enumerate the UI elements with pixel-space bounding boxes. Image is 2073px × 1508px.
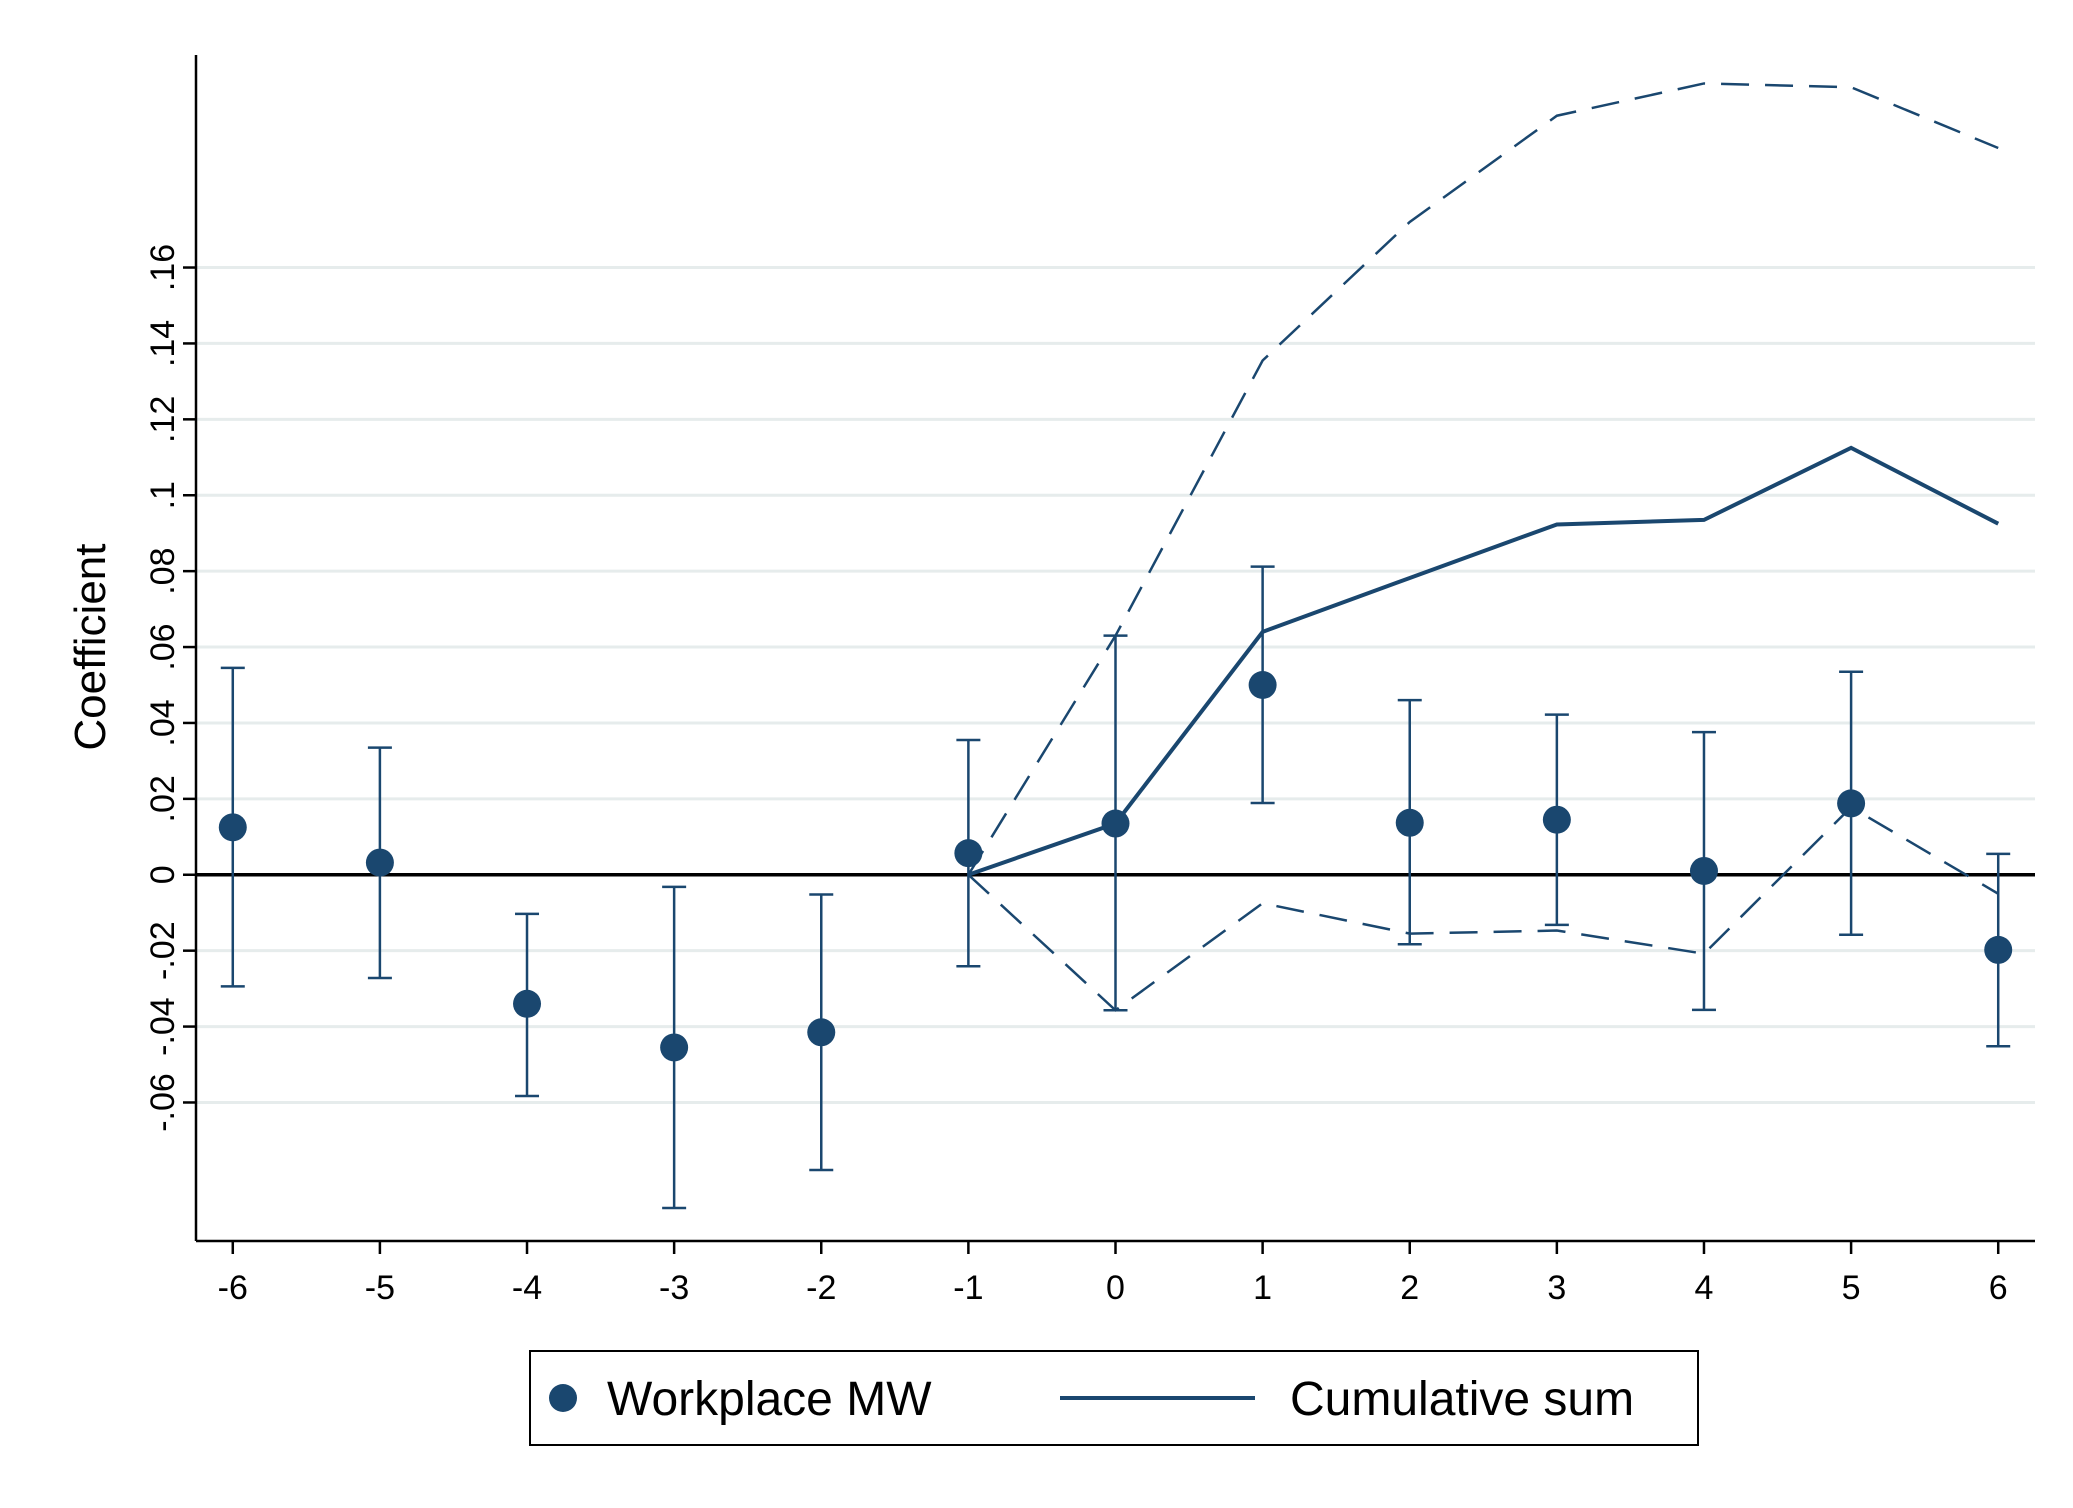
- coefficient-point--3: [660, 1033, 689, 1062]
- x-tick-label-3: -3: [659, 1269, 689, 1307]
- legend: Workplace MW Cumulative sum: [529, 1350, 1699, 1446]
- coefficient-point--4: [513, 989, 542, 1018]
- coefficient-point-0: [1101, 809, 1130, 838]
- x-tick-label-7: 1: [1253, 1269, 1272, 1307]
- coefficient-point-2: [1395, 808, 1424, 837]
- y-tick-label-0: -.06: [144, 1073, 182, 1132]
- cumulative-ci-lower-line: [967, 805, 1999, 1012]
- x-tick-label-0: -6: [218, 1269, 248, 1307]
- cumulative-confidence-bands: [967, 82, 1999, 1012]
- y-tick-label-6: .06: [144, 623, 182, 670]
- legend-marker-workplace-mw: [549, 1384, 577, 1412]
- y-tick-label-4: .02: [144, 775, 182, 822]
- x-tick-label-4: -2: [806, 1269, 836, 1307]
- coefficient-point--5: [365, 848, 394, 877]
- legend-label-cumulative-sum: Cumulative sum: [1290, 1373, 1634, 1426]
- y-tick-label-5: .04: [144, 699, 182, 746]
- coefficient-point-5: [1837, 789, 1866, 818]
- y-tick-label-2: -.02: [144, 921, 182, 980]
- coefficient-points: [218, 671, 2013, 1062]
- x-tick-label-12: 6: [1989, 1269, 2008, 1307]
- y-tick-label-10: .14: [144, 320, 182, 367]
- x-tick-label-11: 5: [1842, 1269, 1861, 1307]
- x-tick-label-1: -5: [365, 1269, 395, 1307]
- cumulative-sum-line: [967, 445, 2000, 877]
- x-tick-label-9: 3: [1547, 1269, 1566, 1307]
- x-tick-label-5: -1: [953, 1269, 983, 1307]
- y-tick-label-3: 0: [144, 865, 182, 884]
- coefficient-point-3: [1542, 805, 1571, 834]
- coefficient-point-4: [1689, 856, 1718, 885]
- y-tick-label-11: .16: [144, 244, 182, 291]
- y-axis-title: Coefficient: [66, 544, 115, 751]
- y-tick-label-1: -.04: [144, 997, 182, 1056]
- y-tick-label-9: .12: [144, 396, 182, 443]
- coefficient-point--2: [807, 1018, 836, 1047]
- cumulative-sum-line-group: [967, 445, 2000, 877]
- cumulative-ci-upper-line: [967, 82, 1999, 876]
- coefficient-point-1: [1248, 671, 1277, 700]
- coefficient-point--6: [218, 813, 247, 842]
- x-tick-label-8: 2: [1400, 1269, 1419, 1307]
- x-tick-label-6: 0: [1106, 1269, 1125, 1307]
- x-tick-label-2: -4: [512, 1269, 542, 1307]
- legend-label-workplace-mw: Workplace MW: [607, 1373, 932, 1426]
- coefficient-point--1: [954, 839, 983, 868]
- y-tick-label-7: .08: [144, 548, 182, 595]
- coefficient-point-6: [1984, 935, 2013, 964]
- x-tick-label-10: 4: [1695, 1269, 1714, 1307]
- y-tick-label-8: .1: [144, 481, 182, 509]
